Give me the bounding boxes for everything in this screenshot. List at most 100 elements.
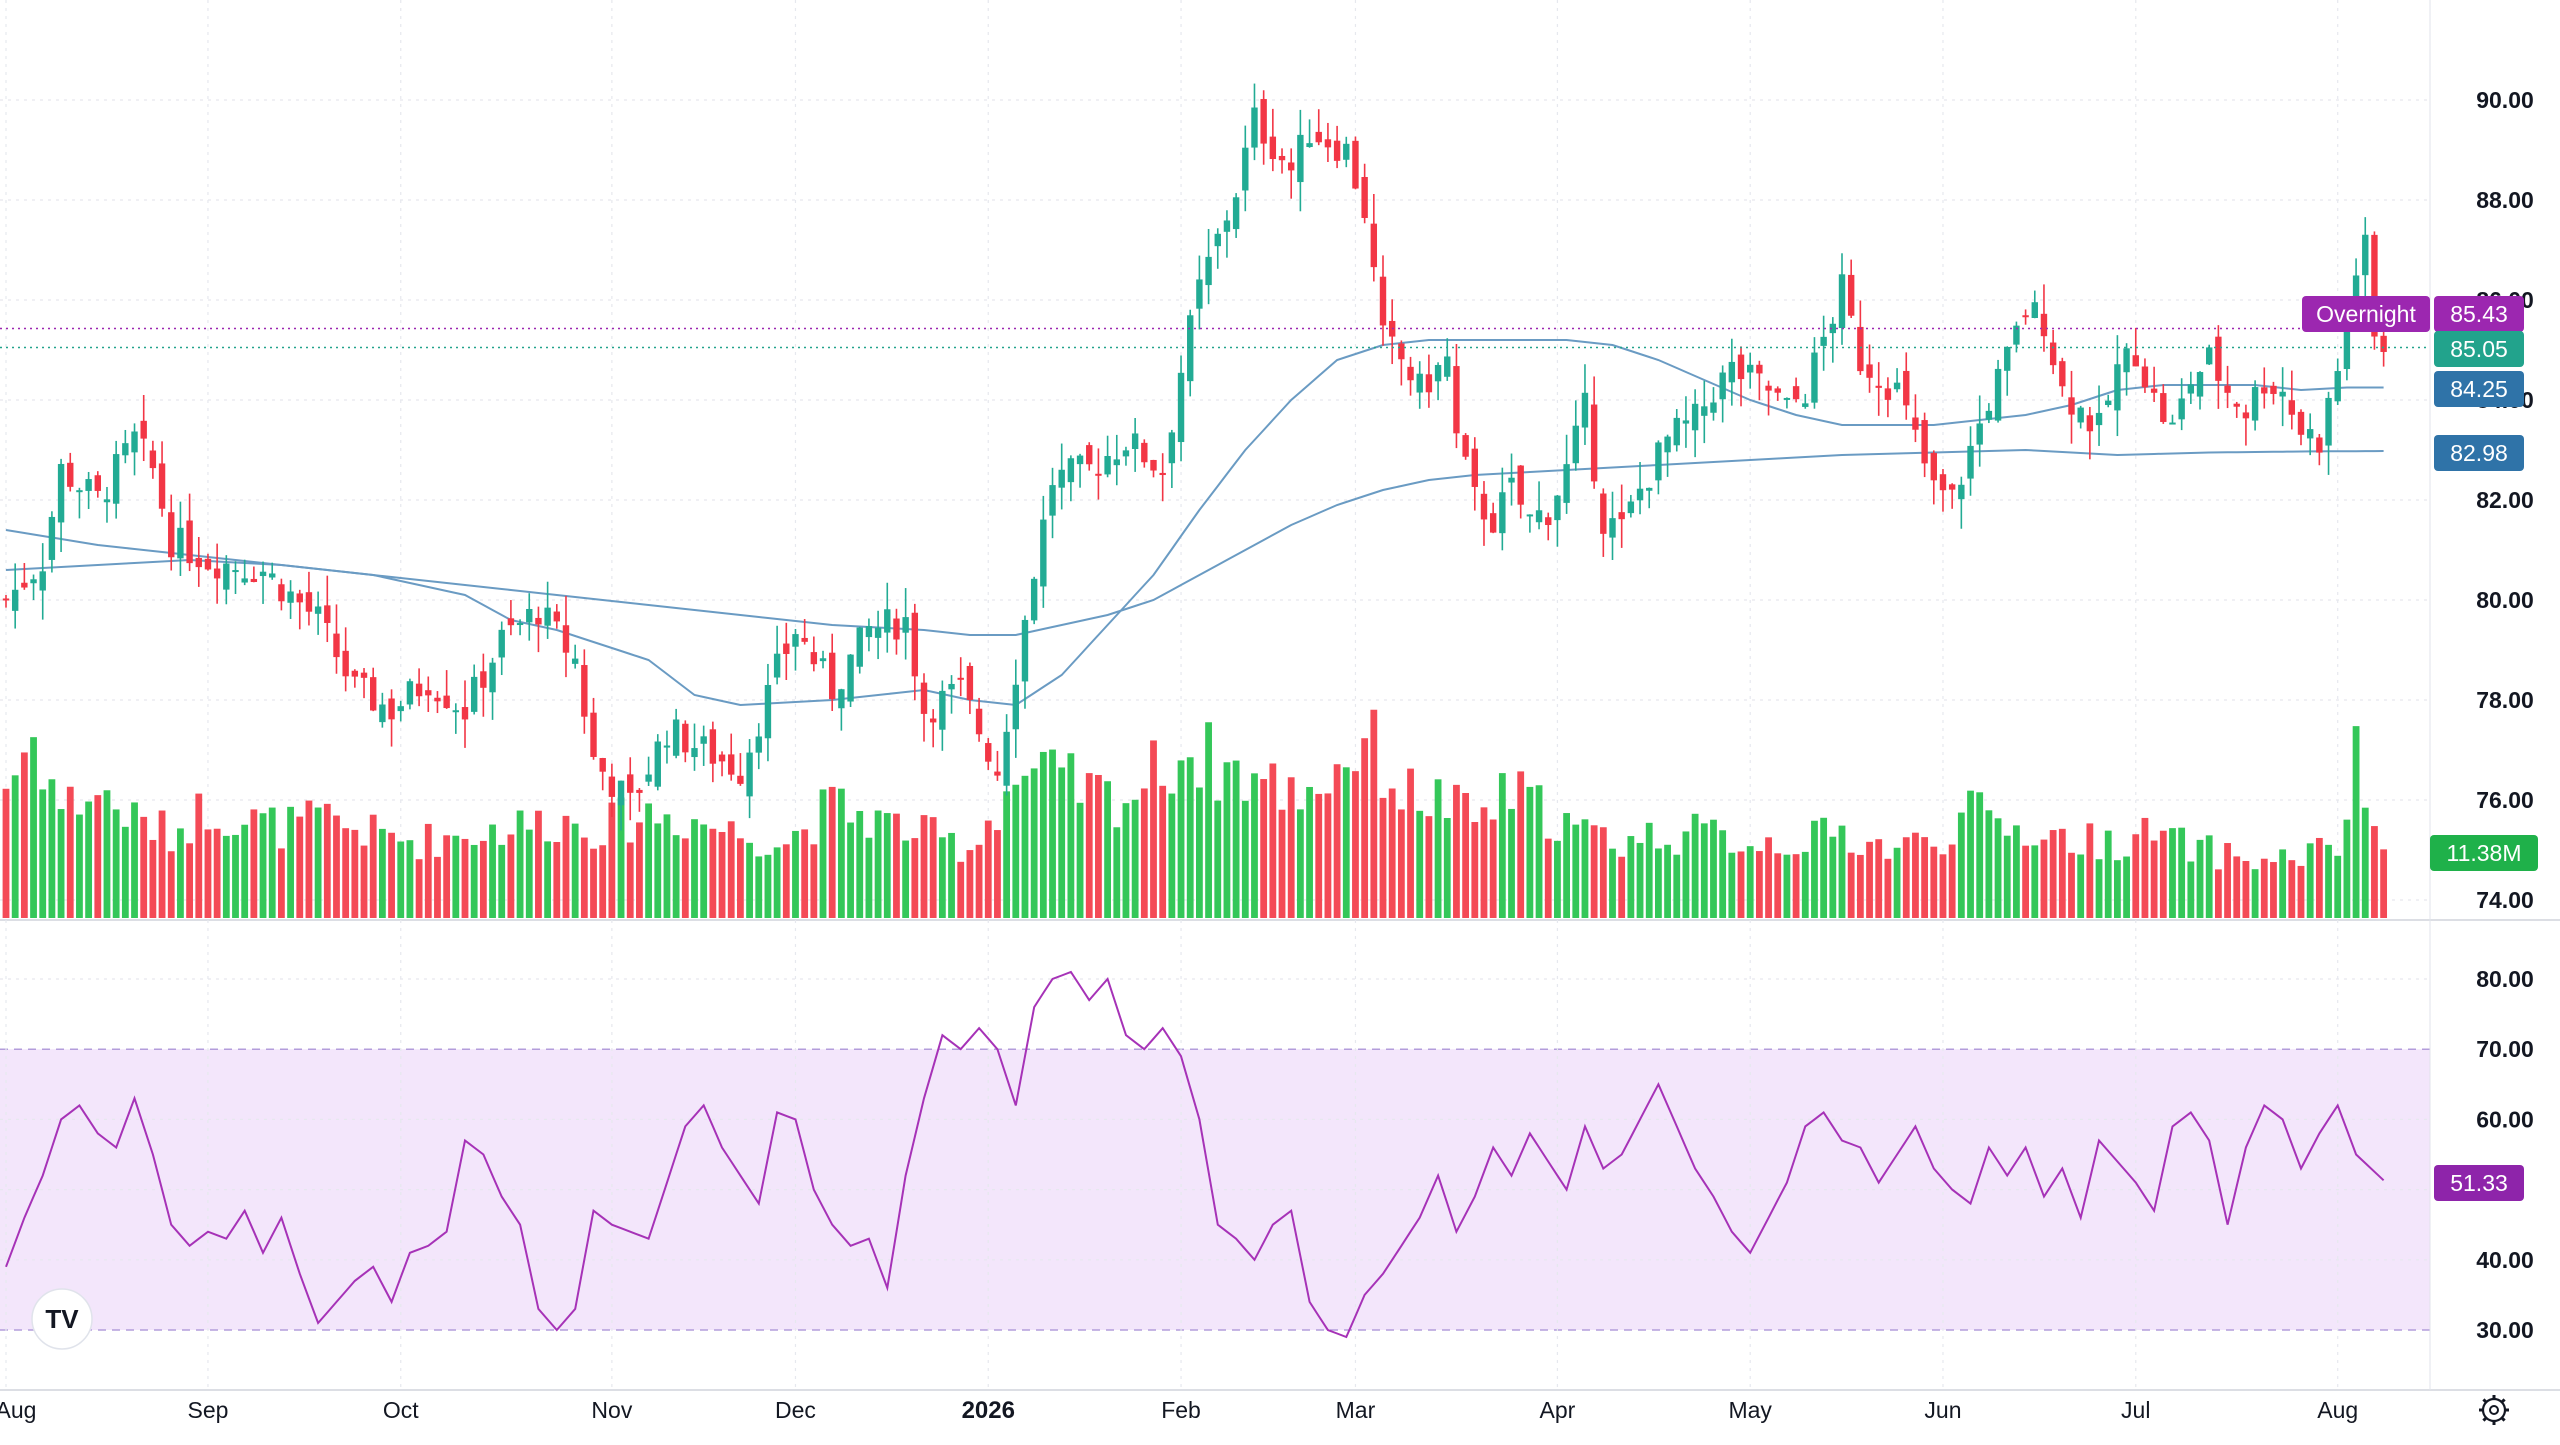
candle-body [1737,354,1745,380]
volume-bar [865,837,873,918]
volume-bar [902,840,910,918]
candle-body [1315,131,1322,143]
volume-bar [1379,797,1387,918]
candle-body [112,454,120,504]
volume-bar [1196,787,1203,918]
candle-body [1774,388,1781,393]
volume-bar [39,789,47,918]
candle-body [1857,326,1864,372]
volume-bar [342,828,350,918]
candle-body [581,665,588,717]
price-lines-layer [0,327,2430,349]
volume-bar [1388,788,1396,918]
candle-body [94,475,101,491]
candle-body [929,718,937,723]
volume-bar [1324,793,1332,918]
candle-body [829,652,836,700]
candle-body [1508,477,1515,483]
candle-body [1030,578,1038,621]
volume-bar [1939,854,1947,918]
candle-body [415,683,423,697]
gear-icon[interactable] [2479,1395,2509,1425]
volume-bar [1150,740,1157,918]
candles-layer [2,83,2387,831]
candle-body [2178,398,2185,420]
volume-bar [121,826,129,918]
volume-bar [1912,832,1919,918]
candle-body [672,719,680,756]
rsi-tick-label: 30.00 [2476,1317,2534,1343]
candle-body [746,752,753,797]
candle-body [1903,370,1910,406]
volume-bar [2095,859,2103,918]
rsi-tick-label: 60.00 [2476,1106,2534,1132]
candle-body [1875,385,1882,388]
volume-bar [333,815,340,918]
volume-bar [1471,822,1479,918]
volume-bar [57,809,65,918]
tradingview-logo[interactable]: TV [31,1288,93,1350]
overnight-value-badge [2434,296,2524,332]
volume-bar [1407,768,1414,918]
candle-body [2040,313,2048,337]
volume-bar [911,838,919,918]
logo-circle [31,1288,93,1350]
volume-bar [369,814,377,918]
volume-bar [1434,779,1442,918]
candle-body [2022,315,2029,318]
candle-body [2114,364,2121,411]
volume-bar [1838,825,1846,918]
volume-bar [195,793,203,918]
volume-bar [2169,828,2176,918]
candle-body [1526,514,1534,517]
candle-body [994,771,1001,776]
axis-layer: 90.0088.0086.0084.0082.0080.0078.0076.00… [0,87,2534,1424]
candle-body [2380,335,2387,352]
volume-bar [2114,860,2121,918]
candle-body [755,736,762,753]
candle-body [728,754,735,775]
candle-body [819,658,827,662]
volume-bar [1480,807,1488,918]
candle-body [1067,458,1075,483]
volume-bar [1214,800,1222,918]
candle-body [2224,385,2231,393]
volume-bar [415,859,423,918]
volume-bar [85,801,93,918]
candle-body [1747,364,1754,373]
candle-body [2086,415,2094,432]
candle-body [1278,155,1286,161]
candle-body [434,697,441,702]
candle-body [1618,512,1625,520]
time-tick-label: Aug [2317,1397,2358,1423]
candle-body [2206,347,2213,365]
volume-bar [856,811,864,918]
rsi-layer [5,970,2385,1339]
candle-body [1058,469,1065,488]
volume-bar [801,829,809,918]
volume-bar [737,838,744,918]
volume-bar [1792,854,1800,918]
volume-bar [498,844,506,918]
candle-body [1012,684,1019,730]
candle-body [2279,391,2286,397]
overnight-label-text: Overnight [2316,301,2416,327]
price-tick-label: 80.00 [2476,587,2534,613]
volume-bar [2371,826,2378,918]
volume-bar [1930,846,1938,918]
volume-bar [2,788,10,918]
candle-body [1765,385,1772,391]
volume-bar [443,835,451,918]
candle-body [792,634,799,647]
volume-bar [636,822,643,918]
candle-body [324,605,331,623]
volume-bar [140,816,148,918]
candle-body [232,570,239,573]
candle-body [1076,455,1084,465]
candle-body [1398,343,1405,360]
volume-bar [1636,842,1644,918]
candle-body [1168,432,1176,464]
badges-layer: 85.43 Overnight 85.05 84.25 82.98 11.38M 51.33 [2302,296,2538,1201]
